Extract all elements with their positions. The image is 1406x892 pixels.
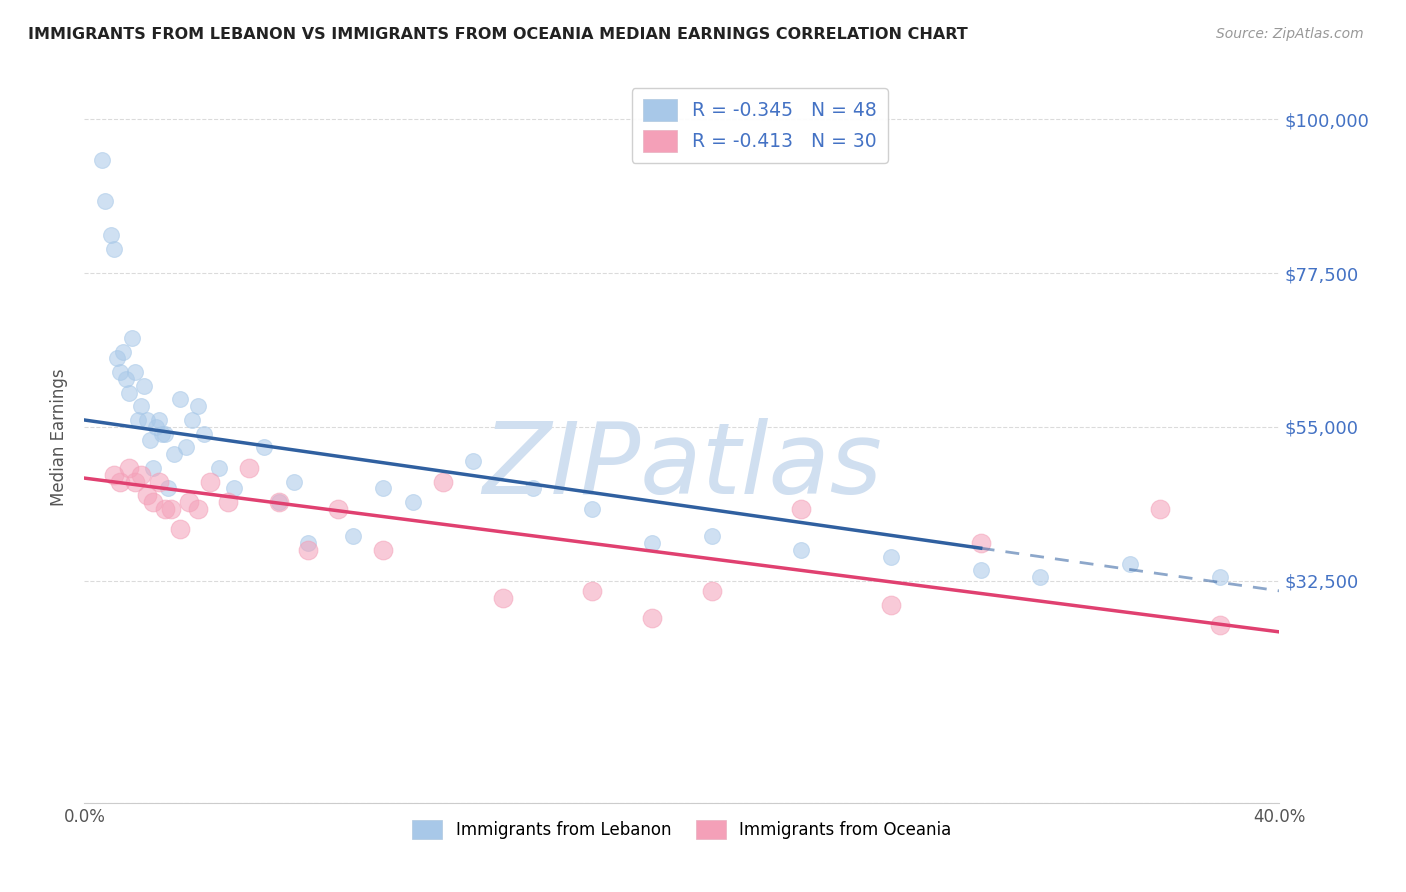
Point <box>283 475 305 489</box>
Point <box>402 495 425 509</box>
Point <box>136 413 159 427</box>
Point <box>208 460 231 475</box>
Point <box>373 542 395 557</box>
Point <box>118 460 141 475</box>
Point <box>222 481 245 495</box>
Point <box>700 583 723 598</box>
Point <box>124 365 146 379</box>
Point <box>522 481 544 495</box>
Point <box>880 549 903 564</box>
Point <box>132 379 156 393</box>
Point <box>118 385 141 400</box>
Point <box>127 413 149 427</box>
Point <box>492 591 515 605</box>
Point <box>115 372 138 386</box>
Point <box>461 454 484 468</box>
Point <box>217 495 239 509</box>
Point <box>129 467 152 482</box>
Point <box>1209 618 1232 632</box>
Point <box>970 536 993 550</box>
Point <box>110 365 132 379</box>
Point <box>238 460 260 475</box>
Point <box>181 413 204 427</box>
Point <box>267 495 290 509</box>
Point <box>169 392 191 407</box>
Point <box>124 475 146 489</box>
Point <box>581 501 603 516</box>
Point <box>297 542 319 557</box>
Point <box>100 228 122 243</box>
Point <box>163 447 186 461</box>
Point <box>153 501 176 516</box>
Point <box>700 529 723 543</box>
Point <box>94 194 117 209</box>
Point <box>142 495 165 509</box>
Point <box>148 475 170 489</box>
Point <box>105 351 128 366</box>
Point <box>328 501 350 516</box>
Point <box>790 501 813 516</box>
Point <box>193 426 215 441</box>
Point <box>112 344 135 359</box>
Point <box>187 501 209 516</box>
Point <box>267 495 290 509</box>
Point <box>198 475 221 489</box>
Point <box>110 475 132 489</box>
Point <box>129 400 152 414</box>
Point <box>297 536 319 550</box>
Point <box>342 529 364 543</box>
Point <box>1209 570 1232 584</box>
Point <box>121 331 143 345</box>
Point <box>880 598 903 612</box>
Point <box>970 563 993 577</box>
Text: ZIPatlas: ZIPatlas <box>482 417 882 515</box>
Point <box>91 153 114 168</box>
Point <box>160 501 183 516</box>
Text: IMMIGRANTS FROM LEBANON VS IMMIGRANTS FROM OCEANIA MEDIAN EARNINGS CORRELATION C: IMMIGRANTS FROM LEBANON VS IMMIGRANTS FR… <box>28 27 967 42</box>
Point <box>136 488 159 502</box>
Point <box>103 242 125 256</box>
Point <box>157 481 180 495</box>
Y-axis label: Median Earnings: Median Earnings <box>51 368 69 506</box>
Point <box>1119 557 1142 571</box>
Point <box>581 583 603 598</box>
Point <box>641 611 664 625</box>
Point <box>139 434 162 448</box>
Point <box>373 481 395 495</box>
Point <box>174 440 197 454</box>
Point <box>1029 570 1052 584</box>
Point <box>253 440 276 454</box>
Point <box>153 426 176 441</box>
Legend: Immigrants from Lebanon, Immigrants from Oceania: Immigrants from Lebanon, Immigrants from… <box>405 814 959 846</box>
Point <box>169 522 191 536</box>
Point <box>103 467 125 482</box>
Point <box>148 413 170 427</box>
Point <box>177 495 200 509</box>
Text: Source: ZipAtlas.com: Source: ZipAtlas.com <box>1216 27 1364 41</box>
Point <box>145 420 167 434</box>
Point <box>1149 501 1171 516</box>
Point <box>790 542 813 557</box>
Point <box>142 460 165 475</box>
Point <box>432 475 454 489</box>
Point <box>150 426 173 441</box>
Point <box>641 536 664 550</box>
Point <box>187 400 209 414</box>
